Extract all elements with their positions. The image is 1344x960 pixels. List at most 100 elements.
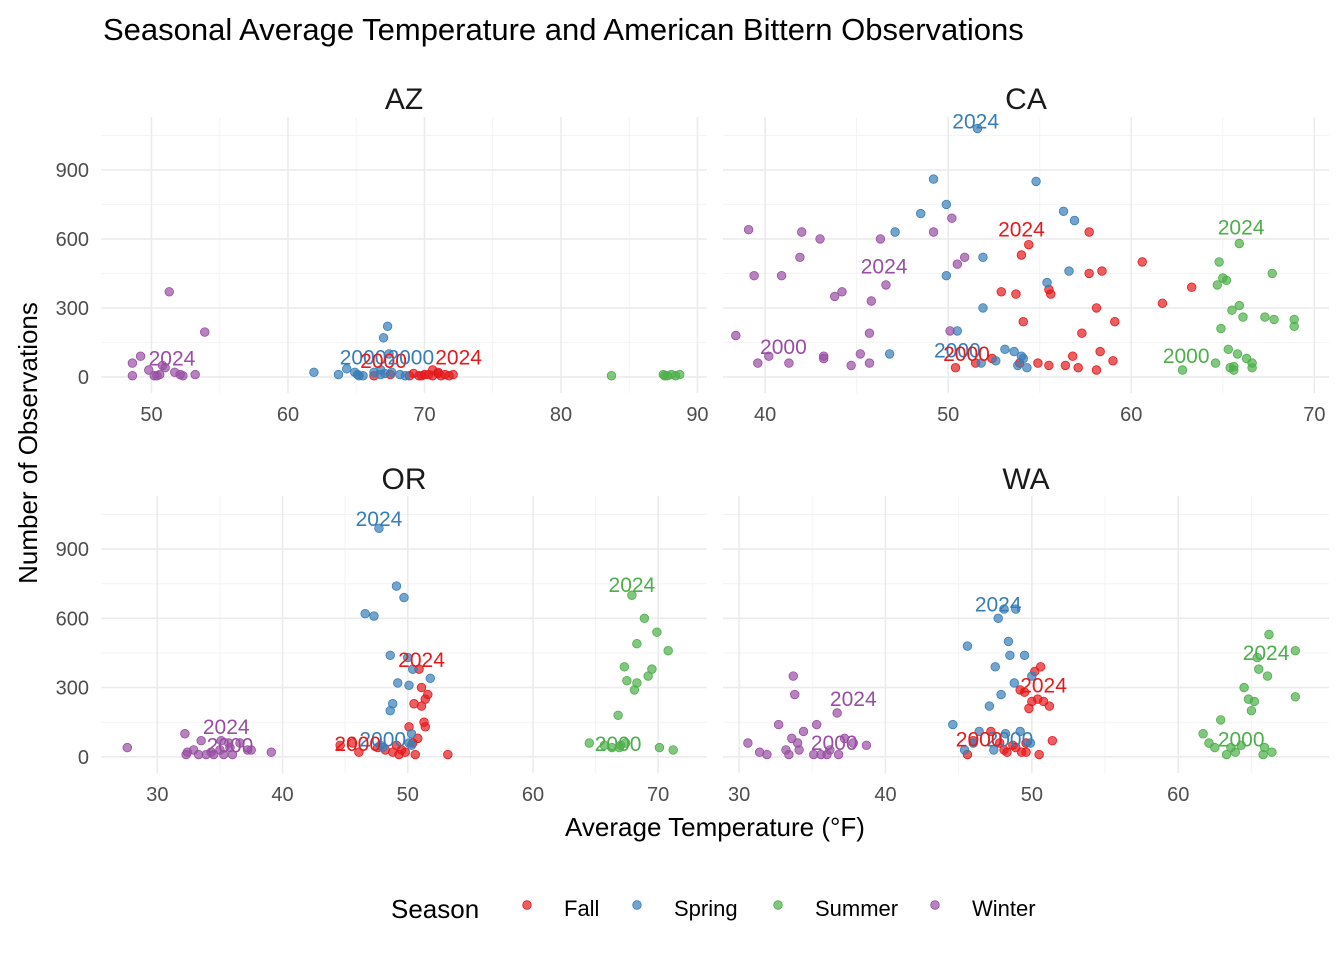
year-label: 2000 <box>359 729 406 752</box>
legend: Season Fall Spring Summer Winter <box>391 894 1036 924</box>
year-label: 2024 <box>861 256 908 279</box>
year-label: 2000 <box>340 346 387 369</box>
point-winter <box>181 749 191 760</box>
point-summer <box>1267 268 1277 279</box>
point-fall <box>1060 360 1071 371</box>
point-summer <box>663 645 673 656</box>
panel-title-or: OR <box>382 463 427 496</box>
point-summer <box>632 639 642 649</box>
point-spring <box>406 740 417 751</box>
year-label: 2024 <box>356 508 403 531</box>
point-spring <box>378 742 388 753</box>
point-fall <box>1019 687 1030 697</box>
point-summer <box>606 371 617 381</box>
x-tick-label: 60 <box>1167 784 1189 806</box>
y-tick-label: 0 <box>78 747 89 769</box>
x-tick-label: 40 <box>271 784 293 806</box>
point-spring <box>385 650 395 660</box>
point-spring <box>1025 738 1036 748</box>
y-tick-label: 600 <box>56 608 89 630</box>
point-winter <box>208 749 219 760</box>
point-summer <box>1232 349 1243 359</box>
point-winter <box>945 326 955 336</box>
point-summer <box>1246 705 1257 716</box>
point-winter <box>797 227 807 237</box>
panel-title-ca: CA <box>1005 83 1047 116</box>
point-winter <box>952 259 963 269</box>
point-fall <box>443 749 453 760</box>
point-fall <box>1016 250 1027 260</box>
y-axis-title: Number of Observations <box>13 302 43 584</box>
point-spring <box>391 581 402 591</box>
point-fall <box>1021 747 1031 757</box>
point-winter <box>776 271 787 281</box>
y-tick-label: 900 <box>56 539 89 561</box>
point-summer <box>1210 358 1221 368</box>
year-label: 2024 <box>149 348 196 371</box>
year-label: 2000 <box>1218 729 1265 752</box>
y-tick-label: 300 <box>56 298 89 320</box>
x-tick-label: 60 <box>1120 404 1142 426</box>
point-summer <box>647 664 657 674</box>
point-fall <box>1186 282 1197 292</box>
point-winter <box>144 365 154 375</box>
point-winter <box>743 738 753 748</box>
point-winter <box>164 287 174 297</box>
point-fall <box>1018 317 1028 327</box>
point-winter <box>795 252 805 262</box>
x-tick-label: 50 <box>140 404 162 426</box>
point-spring <box>354 371 364 381</box>
point-winter <box>864 328 875 338</box>
point-spring <box>403 652 413 663</box>
point-winter <box>749 271 759 281</box>
point-summer <box>1262 671 1273 681</box>
point-summer <box>622 675 632 686</box>
x-axis-title: Average Temperature (°F) <box>565 812 865 842</box>
x-tick-label: 30 <box>728 784 750 806</box>
x-tick-label: 50 <box>1021 784 1043 806</box>
point-spring <box>1022 363 1032 373</box>
point-spring <box>399 592 409 603</box>
point-spring <box>990 662 1000 672</box>
point-summer <box>659 371 670 381</box>
point-fall <box>1067 351 1078 361</box>
point-spring <box>1042 277 1052 288</box>
point-summer <box>1259 742 1270 753</box>
point-fall <box>1091 365 1102 375</box>
legend-label-spring: Spring <box>674 896 738 921</box>
x-tick-label: 70 <box>413 404 435 426</box>
point-spring <box>1005 650 1015 660</box>
point-spring <box>1011 604 1021 614</box>
point-spring <box>1013 360 1023 371</box>
point-winter <box>200 327 210 337</box>
point-winter <box>190 369 200 380</box>
point-fall <box>420 722 430 732</box>
point-fall <box>1091 303 1102 313</box>
year-label: 2024 <box>998 219 1045 242</box>
point-winter <box>959 252 970 262</box>
point-summer <box>1264 629 1274 640</box>
panel-title-az: AZ <box>385 83 423 116</box>
point-spring <box>984 701 995 711</box>
year-label: 2000 <box>943 343 990 366</box>
point-spring <box>928 174 939 184</box>
point-spring <box>1015 726 1025 737</box>
point-winter <box>784 749 794 760</box>
legend-key-fall <box>522 900 532 910</box>
point-spring <box>384 349 394 359</box>
point-winter <box>832 708 842 718</box>
point-summer <box>1234 300 1244 311</box>
point-fall <box>1044 360 1054 371</box>
point-spring <box>393 678 403 688</box>
point-summer <box>654 742 665 753</box>
x-tick-label: 50 <box>397 784 419 806</box>
point-winter <box>811 719 822 730</box>
point-winter <box>762 749 772 760</box>
point-winter <box>839 733 850 744</box>
x-tick-label: 40 <box>754 404 776 426</box>
point-winter <box>881 280 891 290</box>
point-winter <box>773 719 784 730</box>
point-winter <box>266 747 276 757</box>
